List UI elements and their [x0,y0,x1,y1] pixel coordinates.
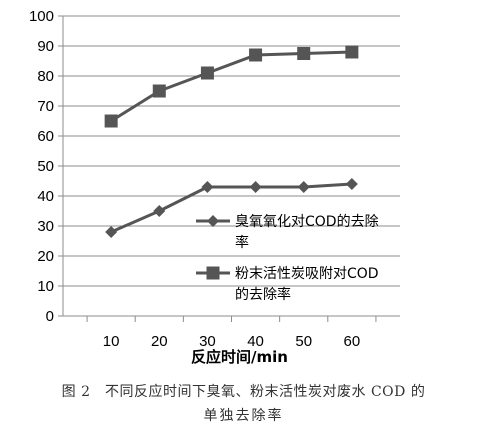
x-axis-ticks: 10 20 30 40 50 60 [86,316,377,350]
y-tick-label: 80 [37,68,54,85]
axes [62,16,400,317]
x-tick-label: 30 [199,333,216,350]
y-tick-label: 70 [37,98,54,115]
legend-label-ozone-line1: 臭氧氧化对COD的去除 [235,214,379,230]
data-point-diamond [105,226,118,238]
y-tick-label: 90 [37,38,54,55]
data-point-diamond [249,181,262,193]
legend-label-carbon-line2: 的去除率 [235,286,291,303]
legend-marker-square [206,266,220,280]
series-line-1 [110,182,352,234]
x-axis-label: 反应时间/min [191,348,288,366]
figure-caption-line1: 图 2 不同反应时间下臭氧、粉末活性炭对废水 COD 的 [61,384,426,400]
data-point-square [104,114,118,128]
series-line-2 [110,50,352,123]
data-point-diamond [345,178,358,190]
y-axis-ticks: 0 10 20 30 40 50 60 70 80 90 100 [29,8,63,325]
x-tick-label: 60 [344,333,361,350]
y-tick-label: 0 [46,308,54,325]
x-tick-label: 50 [295,333,312,350]
data-point-square [200,66,214,80]
data-point-diamond [297,181,310,193]
legend-entry-ozone: 臭氧氧化对COD的去除 率 [196,214,379,251]
x-tick-label: 20 [151,333,168,350]
x-tick-label: 10 [103,333,120,350]
y-tick-label: 100 [29,8,54,25]
legend-marker-diamond [207,215,219,227]
legend: 臭氧氧化对COD的去除 率 粉末活性炭吸附对COD 的去除率 [196,214,379,303]
y-tick-label: 60 [37,128,54,145]
data-point-square [345,45,359,59]
legend-label-ozone-line2: 率 [235,234,249,251]
data-point-square [297,47,311,60]
y-tick-label: 30 [37,218,54,235]
data-point-square [249,48,263,62]
y-tick-label: 20 [37,248,54,265]
line-chart: 0 10 20 30 40 50 60 70 80 90 100 10 20 30 40 50 60 反应时间… [29,8,400,366]
y-tick-label: 50 [37,158,54,175]
figure-caption-line2: 单独去除率 [203,408,284,424]
data-point-square [152,84,166,98]
y-tick-label: 10 [37,278,54,295]
gridlines [63,15,400,287]
data-point-diamond [201,181,214,193]
data-point-diamond [153,205,166,217]
y-tick-label: 40 [37,188,54,205]
series-layer [104,45,359,238]
x-tick-label: 40 [247,333,264,350]
legend-label-carbon-line1: 粉末活性炭吸附对COD [235,266,379,282]
legend-entry-carbon: 粉末活性炭吸附对COD 的去除率 [196,266,379,303]
